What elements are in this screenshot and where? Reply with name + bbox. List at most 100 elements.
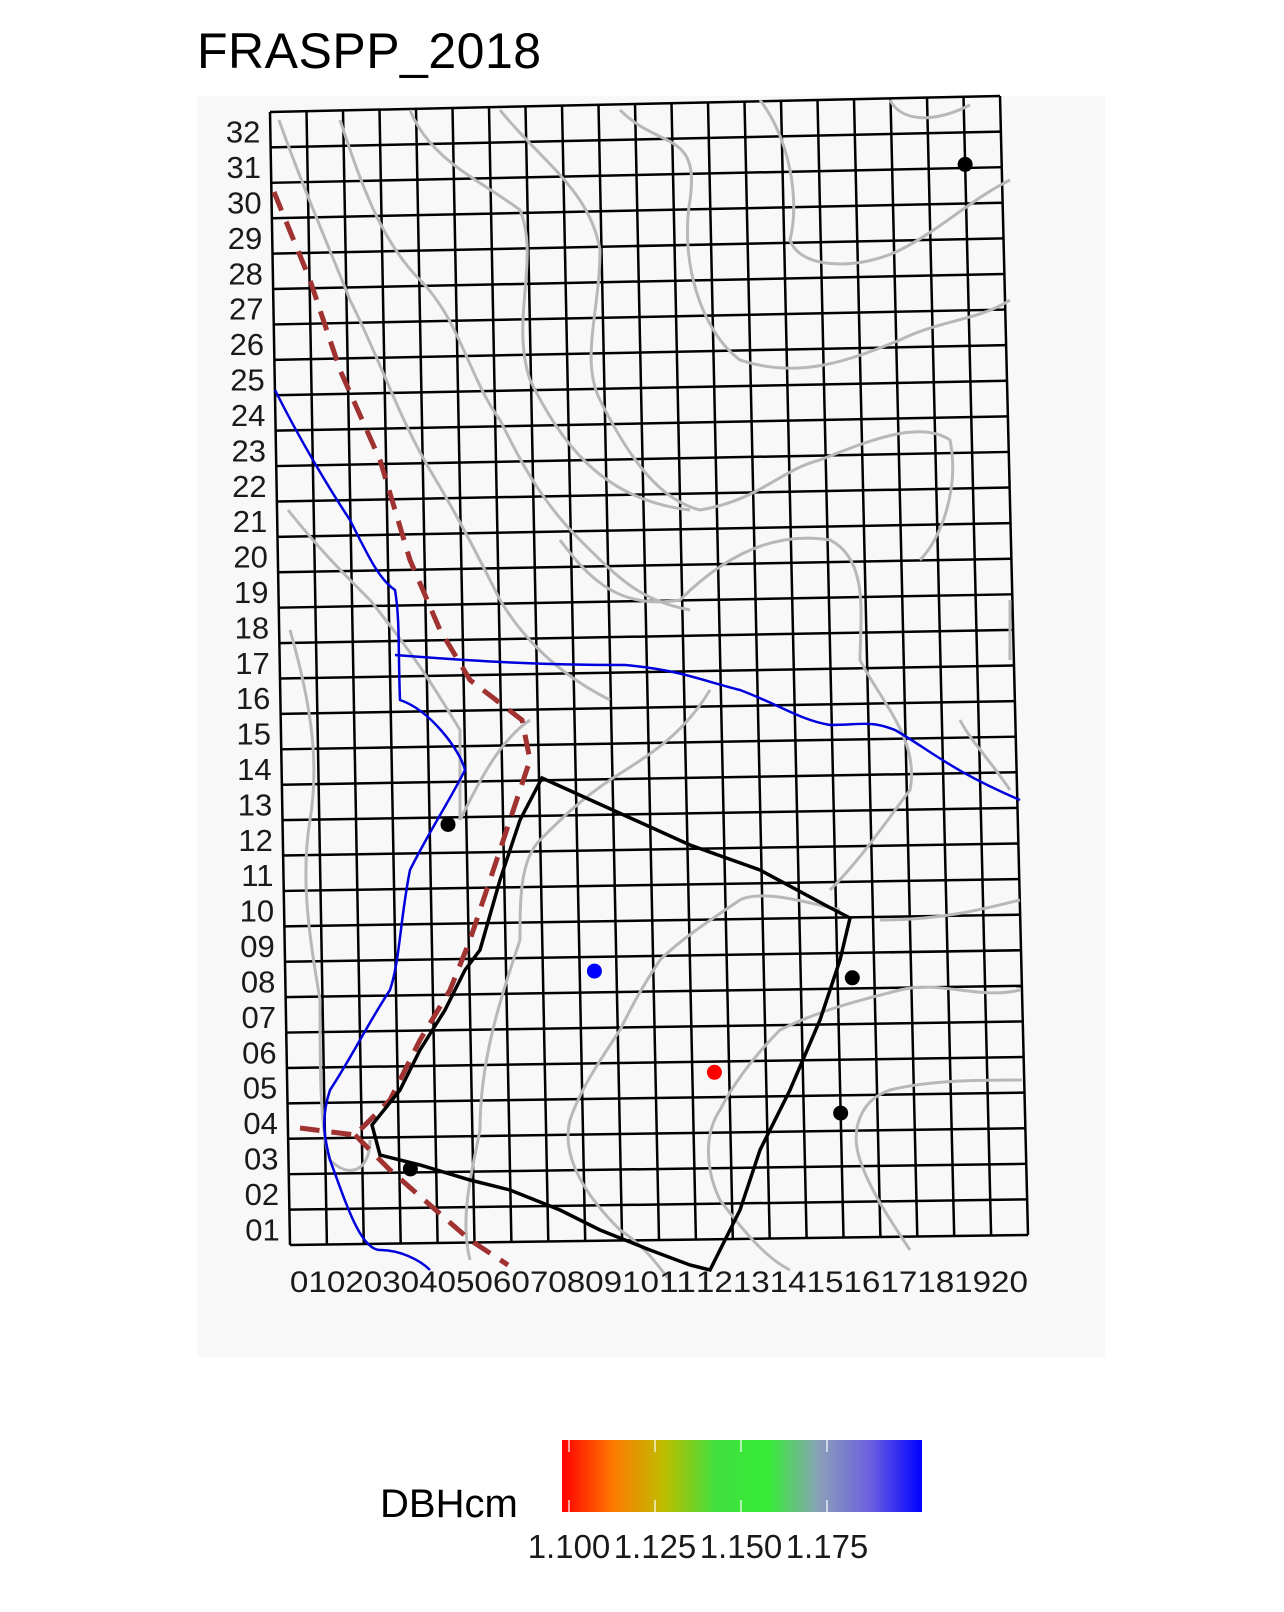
grid-row-line — [277, 521, 1011, 539]
x-tick-label: 10 — [622, 1266, 659, 1299]
x-tick-label: 01 — [290, 1266, 327, 1299]
y-tick-label: 09 — [240, 929, 274, 964]
y-tick-label: 23 — [231, 433, 265, 468]
y-tick-label: 20 — [233, 540, 267, 575]
x-axis-labels: 01 02 03 04 05 06 07 08 09 10 11 12 13 14 15 16 17 18 19 20 — [290, 1266, 1028, 1299]
y-tick-label: 24 — [231, 398, 265, 433]
contour-line — [408, 109, 691, 512]
stream-line — [273, 389, 467, 1271]
x-tick-label: 20 — [991, 1266, 1028, 1299]
contour-line — [888, 99, 971, 120]
tree-point — [844, 970, 860, 986]
plot-boundary-dashed — [353, 1133, 510, 1268]
y-tick-label: 12 — [238, 823, 272, 858]
legend-ticks — [568, 1440, 828, 1512]
contour-line — [288, 629, 372, 1172]
y-tick-label: 29 — [228, 221, 262, 256]
y-tick-label: 26 — [230, 327, 264, 362]
y-tick-label: 14 — [237, 752, 271, 787]
plot-panel — [197, 96, 1105, 1357]
grid-row-line — [270, 130, 1001, 149]
grid-row-line — [273, 308, 1006, 326]
y-tick-label: 27 — [229, 292, 263, 327]
contour-line — [464, 939, 522, 1261]
grid-row-line — [287, 1091, 1025, 1105]
grid-row-line — [276, 486, 1010, 503]
tree-point — [440, 816, 456, 832]
y-tick-label: 16 — [236, 681, 270, 716]
x-tick-label: 18 — [917, 1266, 954, 1299]
tree-point — [402, 1161, 418, 1177]
legend-tick-label: 1.100 — [527, 1528, 611, 1565]
grid-row-line — [280, 699, 1015, 716]
grid-row-line — [279, 664, 1015, 680]
y-tick-label: 21 — [233, 504, 267, 539]
y-tick-label: 17 — [235, 646, 269, 681]
y-tick-label: 05 — [243, 1071, 277, 1106]
grid-row-line — [278, 557, 1012, 574]
contour-line — [518, 689, 712, 941]
grid-row-line — [285, 984, 1022, 999]
y-tick-label: 18 — [235, 610, 269, 645]
contour-line — [566, 894, 841, 1282]
x-tick-label: 03 — [364, 1266, 401, 1299]
stream-line — [394, 653, 1021, 802]
x-tick-label: 07 — [511, 1266, 548, 1299]
contour-line — [618, 108, 1011, 370]
x-tick-label: 09 — [585, 1266, 622, 1299]
grid-row-line — [289, 1233, 1029, 1247]
y-tick-label: 28 — [228, 256, 262, 291]
y-axis-labels: 0102030405060708091011121314151617181920… — [226, 115, 280, 1248]
x-tick-label: 02 — [327, 1266, 364, 1299]
map-title: FRASPP_2018 — [197, 23, 542, 79]
grid-row-line — [269, 94, 1001, 114]
x-tick-label: 04 — [401, 1266, 438, 1299]
y-tick-label: 10 — [240, 894, 274, 929]
grid-row-line — [286, 1020, 1023, 1034]
contour-line — [458, 718, 531, 821]
y-tick-label: 02 — [245, 1177, 279, 1212]
contour-line — [879, 898, 1021, 922]
x-tick-label: 19 — [954, 1266, 991, 1299]
contour-line — [277, 119, 611, 702]
y-tick-label: 25 — [230, 363, 264, 398]
topographic-contours — [277, 99, 1023, 1282]
grid-row-line — [289, 1198, 1028, 1211]
y-tick-label: 07 — [241, 1000, 275, 1035]
x-tick-label: 12 — [696, 1266, 733, 1299]
y-tick-label: 19 — [234, 575, 268, 610]
y-tick-label: 03 — [244, 1141, 278, 1176]
grid-row-line — [275, 415, 1008, 432]
quadrat-grid — [268, 94, 1030, 1247]
tree-point — [586, 963, 602, 979]
legend-gradient — [562, 1440, 922, 1512]
grid-row-line — [271, 165, 1002, 185]
x-tick-label: 14 — [770, 1266, 807, 1299]
y-tick-label: 15 — [236, 717, 270, 752]
grid-row-line — [284, 913, 1021, 928]
legend-title: DBHcm — [380, 1482, 518, 1526]
contour-line — [558, 536, 913, 892]
tree-point — [833, 1105, 849, 1121]
y-tick-label: 30 — [227, 186, 261, 221]
x-tick-label: 17 — [880, 1266, 917, 1299]
x-tick-label: 05 — [438, 1266, 475, 1299]
legend-tick-label: 1.125 — [613, 1528, 697, 1565]
legend-tick-label: 1.150 — [699, 1528, 783, 1565]
grid-row-line — [283, 842, 1019, 857]
grid-row-line — [273, 272, 1005, 291]
x-tick-label: 11 — [659, 1266, 696, 1299]
legend-tick-label: 1.175 — [785, 1528, 869, 1565]
x-tick-label: 16 — [843, 1266, 880, 1299]
y-tick-label: 31 — [226, 150, 260, 185]
y-tick-label: 08 — [241, 964, 275, 999]
y-tick-label: 13 — [238, 787, 272, 822]
legend-colorbar — [562, 1440, 922, 1512]
grid-row-line — [276, 450, 1009, 468]
survey-polygon — [370, 775, 853, 1273]
grid-row-line — [281, 771, 1017, 786]
grid-row-line — [284, 949, 1022, 963]
x-tick-label: 08 — [548, 1266, 585, 1299]
grid-row-line — [288, 1126, 1026, 1141]
